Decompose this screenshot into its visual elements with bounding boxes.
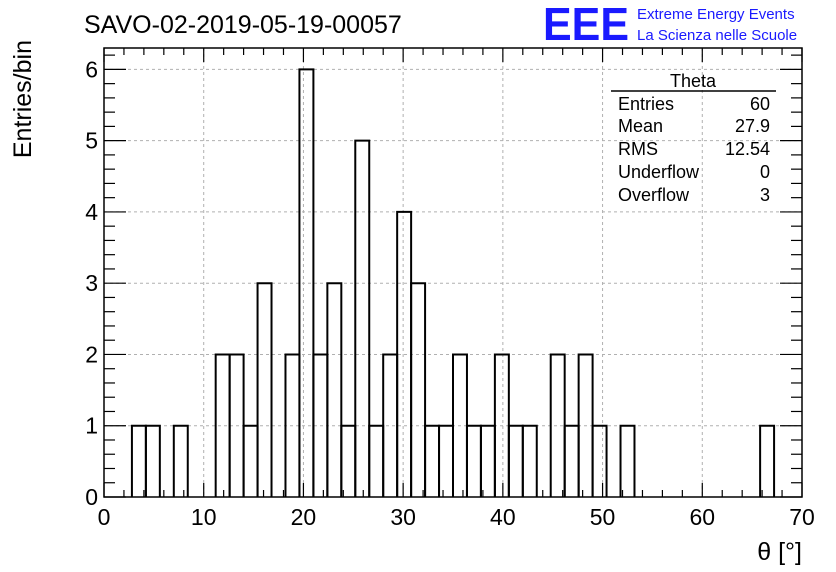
stats-label-mean: Mean	[618, 116, 663, 136]
histogram-bin	[410, 282, 427, 497]
stats-label-rms: RMS	[618, 139, 658, 159]
x-tick-label: 70	[789, 504, 815, 530]
histogram-bin	[479, 424, 496, 497]
logo-mark: EEE	[543, 0, 629, 50]
y-tick-label: 5	[85, 128, 98, 154]
axis-ticks	[103, 48, 803, 498]
histogram-bins	[130, 68, 776, 497]
x-tick-labels: 0 10 20 30 40 50 60 70	[98, 504, 815, 530]
x-tick-label: 10	[191, 504, 217, 530]
x-axis-label: θ [°]	[757, 538, 802, 566]
y-tick-labels: 0 1 2 3 4 5 6	[85, 56, 98, 510]
histogram-bin	[438, 424, 454, 497]
histogram-bin	[214, 353, 231, 497]
histogram-bin	[256, 282, 273, 497]
histogram-bin	[563, 424, 580, 497]
x-tick-label: 60	[689, 504, 715, 530]
stats-box: Theta Entries 60 Mean 27.9 RMS 12.54 Und…	[611, 71, 776, 205]
stats-value-mean: 27.9	[735, 116, 770, 136]
stats-label-entries: Entries	[618, 94, 674, 114]
histogram-bin	[368, 424, 385, 497]
y-tick-label: 2	[85, 341, 98, 367]
x-tick-label: 20	[291, 504, 317, 530]
histogram-bin	[130, 424, 147, 497]
y-tick-label: 6	[85, 56, 98, 82]
histogram-bin	[465, 424, 482, 497]
histogram-bin	[326, 282, 343, 497]
eee-logo: EEE Extreme Energy Events La Scienza nel…	[543, 0, 797, 50]
stats-label-underflow: Underflow	[618, 162, 700, 182]
x-tick-label: 50	[590, 504, 616, 530]
stats-value-overflow: 3	[760, 185, 770, 205]
x-tick-label: 40	[490, 504, 516, 530]
histogram-bin	[298, 68, 315, 497]
y-tick-label: 4	[85, 199, 98, 225]
histogram-bin	[424, 424, 441, 497]
histogram-bin	[354, 139, 371, 497]
histogram-bin	[507, 424, 524, 497]
chart-title: SAVO-02-2019-05-19-00057	[84, 11, 402, 39]
histogram-bin	[144, 424, 161, 497]
y-tick-label: 0	[85, 484, 98, 510]
logo-line-2: La Scienza nelle Scuole	[637, 27, 797, 44]
histogram-bin	[619, 424, 636, 497]
stats-label-overflow: Overflow	[618, 185, 690, 205]
plot-frame	[103, 47, 803, 498]
y-tick-label: 1	[85, 413, 98, 439]
histogram-bin	[340, 424, 357, 497]
histogram-bin	[521, 424, 538, 497]
stats-value-rms: 12.54	[725, 139, 770, 159]
stats-title: Theta	[670, 71, 717, 91]
histogram-bin	[759, 424, 776, 497]
histogram-bin	[172, 424, 189, 497]
x-tick-label: 0	[98, 504, 111, 530]
logo-line-1: Extreme Energy Events	[637, 6, 795, 23]
histogram-bin	[591, 424, 608, 497]
x-tick-label: 30	[390, 504, 416, 530]
stats-value-entries: 60	[750, 94, 770, 114]
y-tick-label: 3	[85, 270, 98, 296]
histogram-bin	[382, 353, 399, 497]
histogram-bin	[242, 424, 259, 497]
stats-value-underflow: 0	[760, 162, 770, 182]
y-axis-label: Entries/bin	[9, 40, 37, 158]
